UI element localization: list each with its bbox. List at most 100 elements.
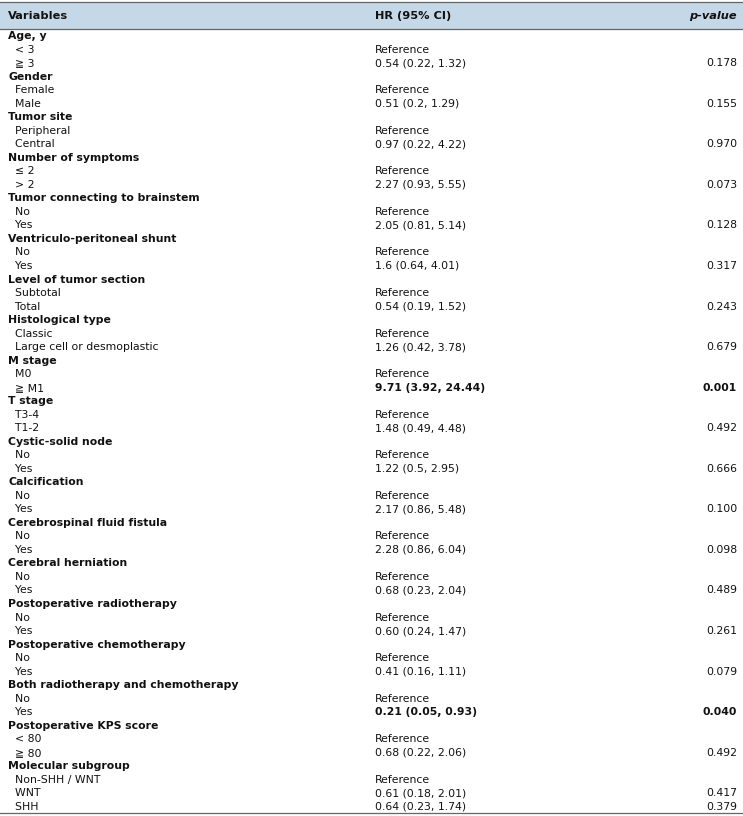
Text: Reference: Reference [375,288,430,298]
Text: Tumor connecting to brainstem: Tumor connecting to brainstem [8,193,200,203]
Text: Yes: Yes [8,220,33,230]
Text: 2.27 (0.93, 5.55): 2.27 (0.93, 5.55) [375,180,466,190]
Text: 0.492: 0.492 [706,747,737,758]
Text: Reference: Reference [375,329,430,339]
Text: T3-4: T3-4 [8,410,39,419]
Text: Cystic-solid node: Cystic-solid node [8,437,112,446]
Text: HR (95% CI): HR (95% CI) [375,11,452,20]
Text: Tumor site: Tumor site [8,113,73,122]
Text: Female: Female [8,85,54,95]
Text: Reference: Reference [375,450,430,460]
Text: T1-2: T1-2 [8,424,39,433]
Text: ≧ 3: ≧ 3 [8,58,35,69]
Text: Reference: Reference [375,774,430,785]
Text: 0.261: 0.261 [706,626,737,636]
Text: 9.71 (3.92, 24.44): 9.71 (3.92, 24.44) [375,383,485,392]
Text: Ventriculo-peritoneal shunt: Ventriculo-peritoneal shunt [8,234,177,244]
Text: Postoperative KPS score: Postoperative KPS score [8,721,158,730]
Text: 0.41 (0.16, 1.11): 0.41 (0.16, 1.11) [375,667,467,676]
Text: 0.317: 0.317 [706,261,737,271]
Text: 0.128: 0.128 [706,220,737,230]
Text: 0.001: 0.001 [703,383,737,392]
Text: Reference: Reference [375,572,430,582]
Text: 2.17 (0.86, 5.48): 2.17 (0.86, 5.48) [375,504,466,514]
Text: M stage: M stage [8,356,56,366]
Text: > 2: > 2 [8,180,35,190]
Text: Level of tumor section: Level of tumor section [8,274,146,285]
Text: 0.97 (0.22, 4.22): 0.97 (0.22, 4.22) [375,140,467,149]
Text: No: No [8,572,30,582]
Text: Molecular subgroup: Molecular subgroup [8,761,130,771]
Text: Reference: Reference [375,734,430,744]
Text: Gender: Gender [8,72,53,82]
Text: 0.098: 0.098 [706,545,737,555]
Text: Reference: Reference [375,126,430,135]
Text: Number of symptoms: Number of symptoms [8,153,140,163]
Text: Yes: Yes [8,585,33,596]
Text: 1.48 (0.49, 4.48): 1.48 (0.49, 4.48) [375,424,466,433]
Text: No: No [8,531,30,541]
Text: Large cell or desmoplastic: Large cell or desmoplastic [8,342,159,352]
Text: Classic: Classic [8,329,53,339]
Text: No: No [8,450,30,460]
Text: p-value: p-value [690,11,737,20]
Text: Reference: Reference [375,85,430,95]
Text: Variables: Variables [8,11,68,20]
Text: Histological type: Histological type [8,315,111,325]
Text: Both radiotherapy and chemotherapy: Both radiotherapy and chemotherapy [8,680,239,690]
Text: 0.489: 0.489 [706,585,737,596]
Text: ≧ M1: ≧ M1 [8,383,44,392]
Text: Yes: Yes [8,707,33,717]
Text: Reference: Reference [375,410,430,419]
Text: No: No [8,653,30,663]
Text: Reference: Reference [375,45,430,55]
Text: 0.51 (0.2, 1.29): 0.51 (0.2, 1.29) [375,99,459,109]
Text: 0.079: 0.079 [706,667,737,676]
Text: < 80: < 80 [8,734,42,744]
Text: No: No [8,247,30,258]
Text: Total: Total [8,302,40,312]
Text: Reference: Reference [375,166,430,176]
Text: Central: Central [8,140,55,149]
Text: 1.22 (0.5, 2.95): 1.22 (0.5, 2.95) [375,463,459,474]
Text: 0.21 (0.05, 0.93): 0.21 (0.05, 0.93) [375,707,477,717]
Text: Reference: Reference [375,531,430,541]
Text: Postoperative radiotherapy: Postoperative radiotherapy [8,599,177,609]
Text: Cerebrospinal fluid fistula: Cerebrospinal fluid fistula [8,518,167,528]
Text: No: No [8,207,30,217]
Text: 0.60 (0.24, 1.47): 0.60 (0.24, 1.47) [375,626,467,636]
Text: Yes: Yes [8,261,33,271]
Text: Yes: Yes [8,626,33,636]
Text: Peripheral: Peripheral [8,126,71,135]
Text: Subtotal: Subtotal [8,288,61,298]
Text: 0.243: 0.243 [706,302,737,312]
Text: No: No [8,694,30,703]
Text: 0.970: 0.970 [706,140,737,149]
Text: SHH: SHH [8,802,39,812]
Text: 0.492: 0.492 [706,424,737,433]
Text: Reference: Reference [375,207,430,217]
Text: No: No [8,491,30,501]
Text: 0.679: 0.679 [706,342,737,352]
Text: WNT: WNT [8,788,41,798]
Text: 0.417: 0.417 [706,788,737,798]
Text: 0.155: 0.155 [706,99,737,109]
Text: T stage: T stage [8,397,53,406]
Text: 0.100: 0.100 [706,504,737,514]
Text: Age, y: Age, y [8,31,47,41]
Text: 1.26 (0.42, 3.78): 1.26 (0.42, 3.78) [375,342,466,352]
Text: Cerebral herniation: Cerebral herniation [8,558,127,569]
Text: ≧ 80: ≧ 80 [8,747,42,758]
Bar [0,2,743,29]
Text: 0.178: 0.178 [706,58,737,69]
Text: 2.05 (0.81, 5.14): 2.05 (0.81, 5.14) [375,220,467,230]
Text: 0.64 (0.23, 1.74): 0.64 (0.23, 1.74) [375,802,467,812]
Text: ≤ 2: ≤ 2 [8,166,35,176]
Text: 1.6 (0.64, 4.01): 1.6 (0.64, 4.01) [375,261,459,271]
Text: 0.073: 0.073 [706,180,737,190]
Text: 0.68 (0.23, 2.04): 0.68 (0.23, 2.04) [375,585,467,596]
Text: Reference: Reference [375,694,430,703]
Text: 0.379: 0.379 [706,802,737,812]
Text: Non-SHH / WNT: Non-SHH / WNT [8,774,100,785]
Text: M0: M0 [8,369,32,379]
